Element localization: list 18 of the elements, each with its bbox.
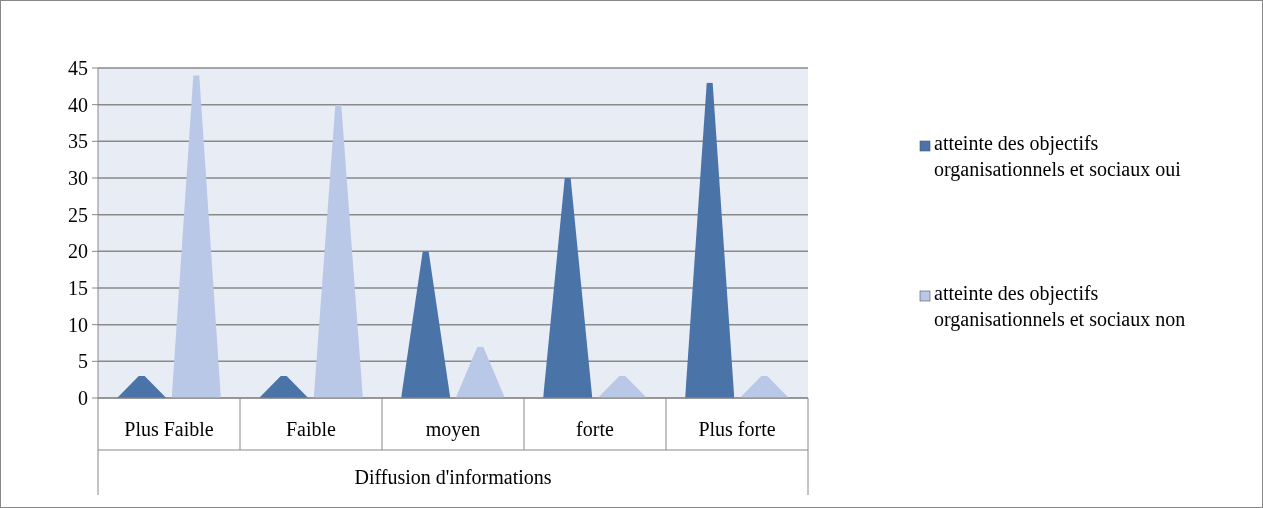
y-tick-label: 0 [78,387,88,409]
y-tick-label: 45 [68,57,88,79]
y-tick-label: 25 [68,203,88,226]
y-tick-label: 30 [68,167,88,189]
x-tick-label: moyen [425,418,481,441]
x-axis-title: Diffusion d'informations [354,466,552,488]
legend-label: atteinte des objectifs organisationnels et sociaux non [934,282,1186,331]
legend-label: atteinte des objectifs organisationnels et sociaux oui [934,132,1182,181]
x-tick-label: Plus forte [698,418,776,440]
y-tick-label: 35 [68,130,88,153]
y-tick-label: 20 [68,240,88,263]
x-tick-label: Plus Faible [124,418,214,440]
x-tick-label: Faible [286,418,337,440]
x-tick-label: forte [576,418,614,440]
y-tick-label: 10 [68,313,88,336]
y-tick-label: 5 [78,350,88,373]
y-tick-label: 40 [68,93,88,116]
y-tick-label: 15 [68,277,88,299]
